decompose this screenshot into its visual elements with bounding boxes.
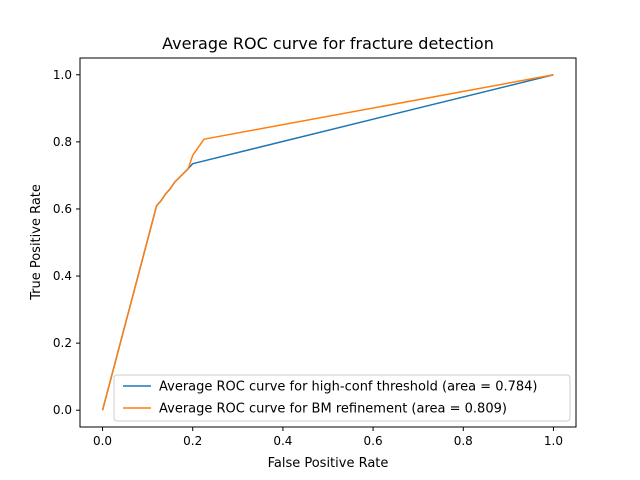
x-axis-label: False Positive Rate <box>268 456 389 471</box>
y-axis-label: True Positive Rate <box>29 184 44 301</box>
x-tick-label: 0.4 <box>273 434 292 448</box>
y-tick-label: 1.0 <box>53 68 72 82</box>
legend-label: Average ROC curve for high-conf threshol… <box>159 380 538 395</box>
ticks-layer: 0.0 0.2 0.4 0.6 0.8 1.0 0.0 0.2 0.4 0.6 0.8 1.0 <box>53 68 563 448</box>
x-tick-label: 0.8 <box>454 434 473 448</box>
y-tick-label: 0.6 <box>53 202 72 216</box>
x-tick-label: 0.0 <box>93 434 112 448</box>
y-tick-label: 0.0 <box>53 403 72 417</box>
series-layer <box>101 74 554 411</box>
legend: Average ROC curve for high-conf threshol… <box>113 374 571 422</box>
x-tick-label: 1.0 <box>544 434 563 448</box>
series-line-2 <box>101 74 554 411</box>
x-tick-label: 0.6 <box>364 434 383 448</box>
y-tick-label: 0.2 <box>53 336 72 350</box>
chart-title: Average ROC curve for fracture detection <box>162 34 494 53</box>
x-tick-label: 0.2 <box>183 434 202 448</box>
y-tick-label: 0.4 <box>53 269 72 283</box>
plot-frame <box>79 57 577 428</box>
legend-label: Average ROC curve for BM refinement (are… <box>159 402 507 417</box>
legend-box <box>113 374 571 422</box>
y-tick-label: 0.8 <box>53 135 72 149</box>
